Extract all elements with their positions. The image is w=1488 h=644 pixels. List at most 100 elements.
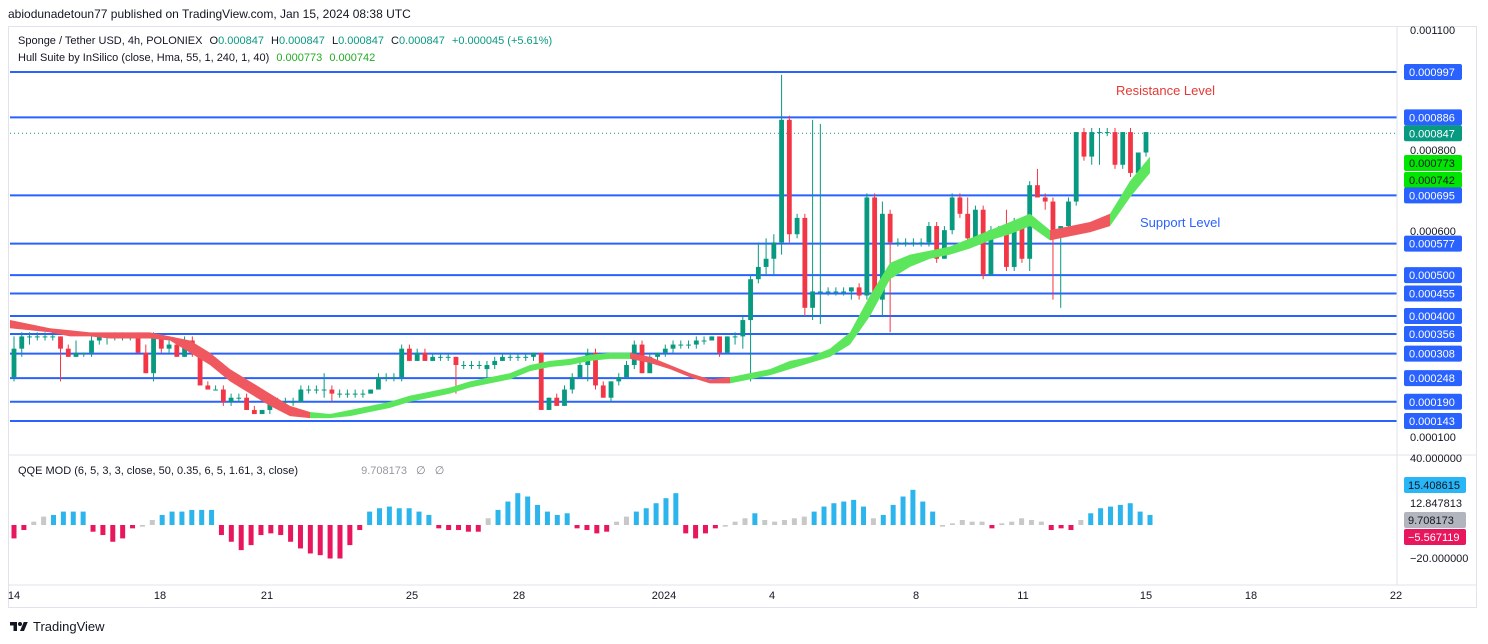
qqe-histogram-bar [979,521,985,525]
time-axis-label: 2024 [652,590,676,602]
candle-body [383,377,389,379]
price-label-text: 0.000577 [1409,239,1455,251]
candle-body [965,213,971,239]
close-label: C [391,35,399,47]
qqe-histogram-bar [218,525,224,536]
open-value: 0.000847 [218,35,264,47]
qqe-histogram-bar [762,519,768,525]
qqe-histogram-bar [633,511,639,525]
qqe-histogram-bar [31,521,37,525]
qqe-histogram-bar [1127,503,1133,525]
candle-body [313,389,319,391]
candle-body [228,397,234,402]
qqe-histogram-bar [851,499,857,525]
candle-body [158,336,164,349]
candle-body [577,365,583,378]
qqe-histogram-bar [475,525,481,532]
qqe-histogram-bar [120,525,126,539]
resistance-level-annotation: Resistance Level [1116,83,1215,98]
candle-body [755,266,761,280]
hull-indicator-legend[interactable]: Hull Suite by InSilico (close, Hma, 55, … [18,52,375,64]
candle-body [1089,132,1095,157]
qqe-value-text: −5.567119 [1408,532,1460,544]
qqe-indicator-legend[interactable]: QQE MOD (6, 5, 3, 3, close, 50, 0.35, 6,… [18,464,444,477]
qqe-histogram-bar [70,511,76,525]
candle-body [879,213,885,300]
qqe-histogram-bar [21,525,27,531]
hull-band-segment [1070,221,1090,237]
candle-body [523,356,529,358]
candle-body [802,217,808,308]
hull-band-segment [570,354,590,366]
qqe-histogram-bar [525,496,531,525]
candle-body [438,356,443,358]
candle-body [1042,197,1048,202]
qqe-histogram-bar [1078,519,1084,525]
candle-body [414,352,420,361]
candle-body [1104,132,1110,134]
qqe-histogram-bar [643,508,649,525]
candle-body [360,393,366,395]
main-series-legend[interactable]: Sponge / Tether USD, 4h, POLONIEX O0.000… [18,35,552,47]
candle-body [957,197,963,214]
qqe-histogram-bar [228,525,234,542]
qqe-value-box [1404,477,1466,493]
candle-body [321,389,327,391]
hull-indicator-name: Hull Suite by InSilico (close, Hma, 55, … [18,52,270,64]
candle-body [810,291,816,308]
qqe-histogram-bar [337,525,343,559]
qqe-histogram-bar [446,525,452,531]
tradingview-footer[interactable]: TradingView [10,619,105,634]
hull-band-segment [310,412,330,419]
qqe-histogram-bar [357,525,363,531]
qqe-histogram-bar [861,506,867,525]
candle-body [205,385,211,390]
price-label-text: 0.000308 [1409,349,1455,361]
qqe-histogram-bar [801,516,807,525]
candle-body [670,344,676,349]
candle-body [709,336,715,341]
price-axis-tick: 0.001100 [1410,25,1455,37]
qqe-histogram-bar [772,521,778,525]
candle-body [73,352,79,357]
qqe-histogram-bar [436,525,442,529]
candle-body [926,226,932,243]
open-label: O [209,35,219,47]
candle-body [89,340,94,353]
hull-band-segment [250,381,270,406]
qqe-histogram-bar [258,525,264,536]
candle-body [259,409,265,415]
price-label-box [1404,307,1462,324]
qqe-histogram-bar [1068,525,1074,531]
candle-body [166,344,172,349]
candle-body [918,242,924,244]
price-label-box [1404,370,1462,387]
price-label-box [1404,325,1462,342]
time-axis-label: 28 [513,590,525,602]
qqe-histogram-bar [782,519,788,525]
qqe-histogram-bar [1048,525,1054,531]
qqe-histogram-bar [406,508,412,525]
hull-band-segment [510,365,530,380]
candle-body [1128,132,1133,173]
candle-body [1073,132,1079,202]
price-label-box [1404,125,1462,142]
qqe-histogram-bar [821,506,827,525]
candle-body [11,348,17,378]
qqe-histogram-bar [209,509,215,525]
hull-band-segment [150,332,170,341]
hull-band-segment [630,352,650,363]
qqe-histogram-bar [702,525,708,534]
qqe-histogram-bar [179,511,185,525]
qqe-histogram-bar [80,511,86,525]
tradingview-logo-icon [10,621,28,631]
candle-body [686,344,691,346]
qqe-histogram-bar [712,525,718,529]
qqe-histogram-bar [1009,521,1015,525]
qqe-histogram-bar [890,504,896,525]
candle-body [1097,132,1102,134]
candle-body [864,197,870,296]
qqe-histogram-bar [564,513,570,525]
hull-band-segment [450,381,470,394]
